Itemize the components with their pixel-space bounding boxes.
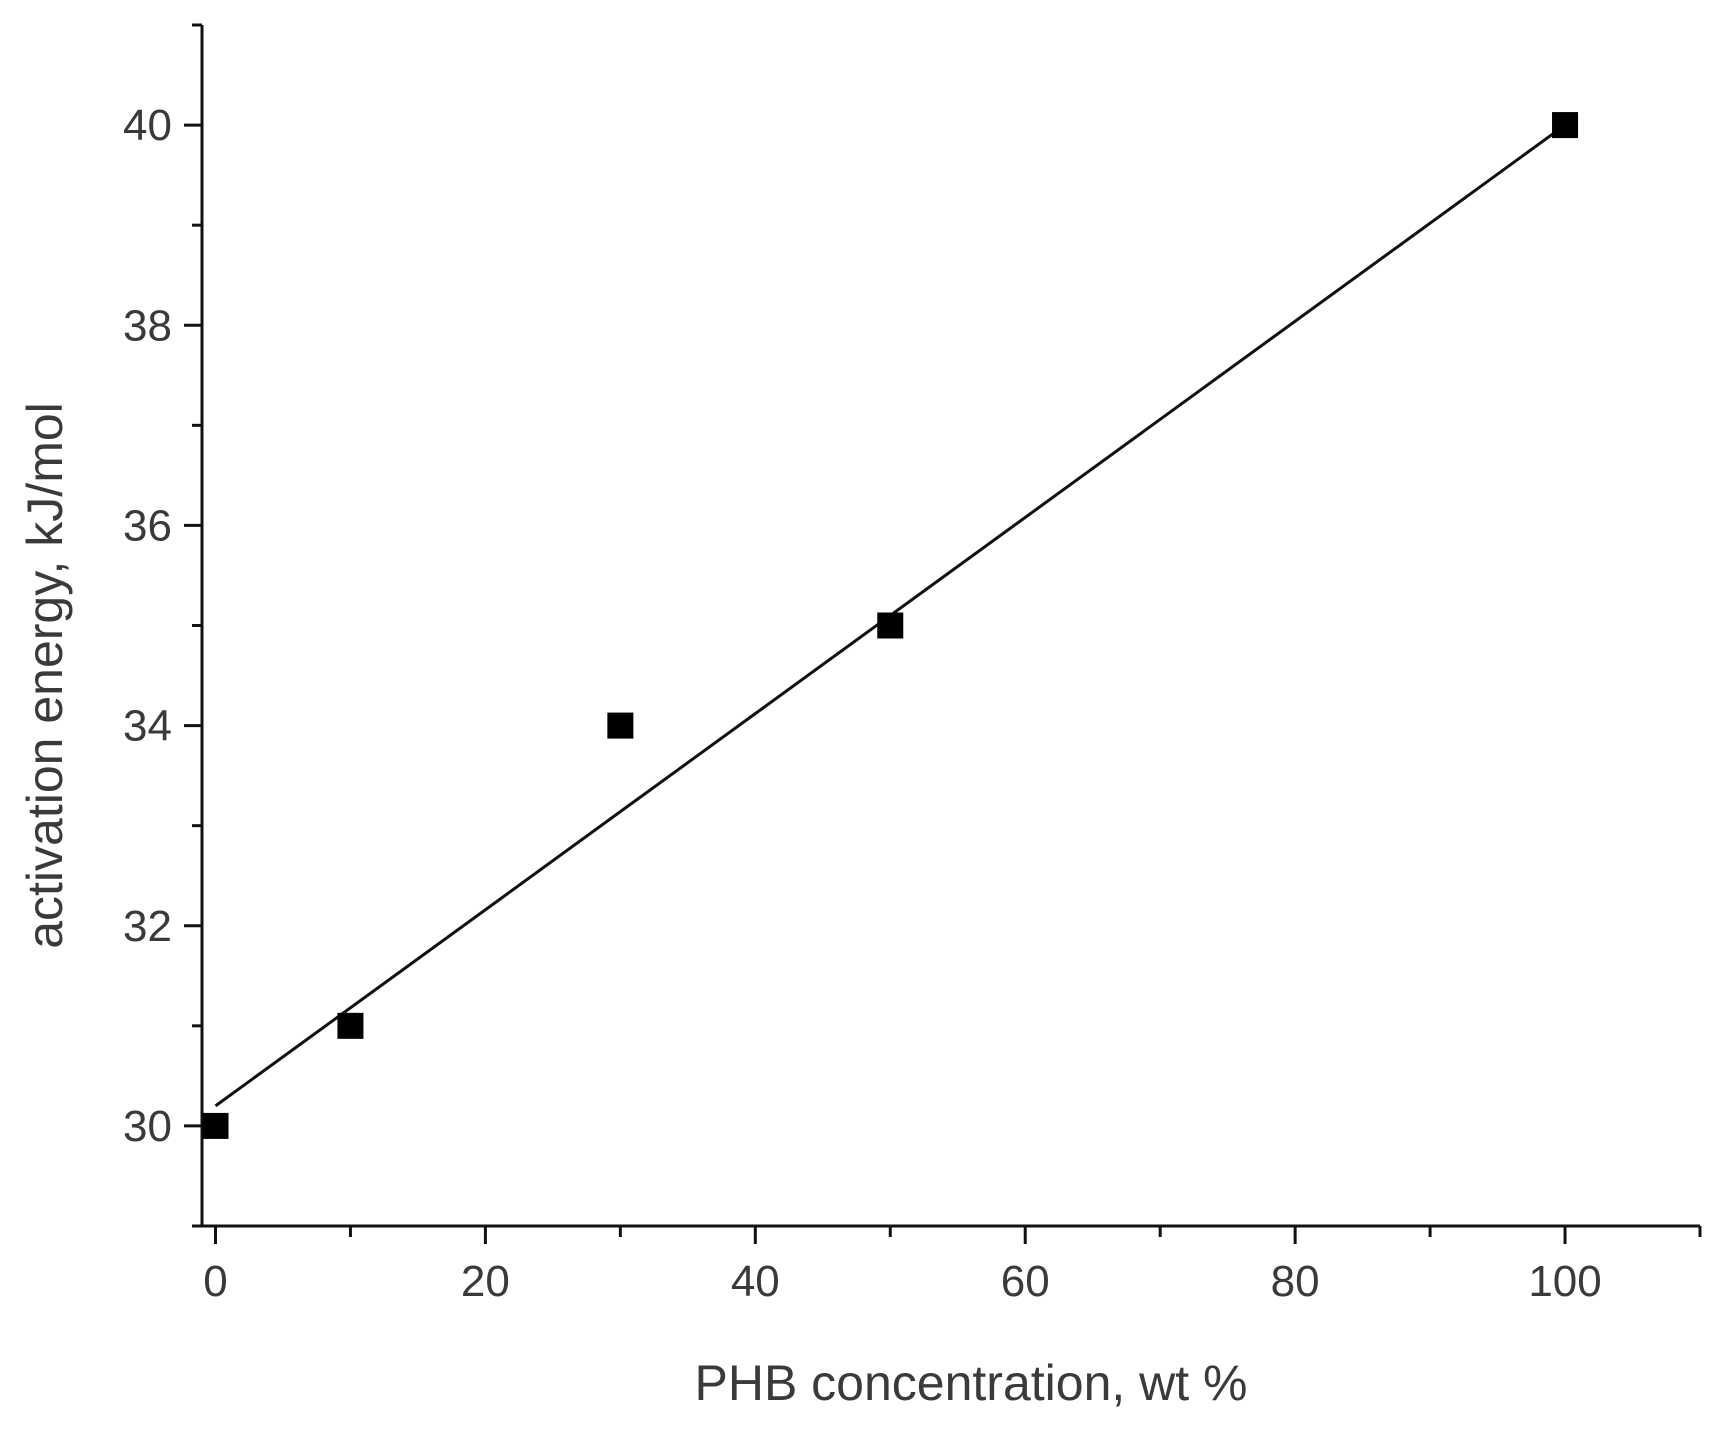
data-point-marker xyxy=(337,1012,364,1039)
data-points xyxy=(202,112,1579,1139)
x-tick-label: 0 xyxy=(203,1257,227,1306)
x-tick-label: 100 xyxy=(1528,1257,1601,1306)
y-axis-title: activation energy, kJ/mol xyxy=(17,402,73,949)
data-point-marker xyxy=(877,612,904,639)
x-tick-label: 80 xyxy=(1271,1257,1320,1306)
y-tick-label: 36 xyxy=(123,501,172,550)
y-ticks: 30 32 34 36 38 40 xyxy=(123,23,202,1228)
y-tick-label: 40 xyxy=(123,101,172,150)
data-point-marker xyxy=(202,1112,229,1139)
x-axis-title: PHB concentration, wt % xyxy=(694,1355,1247,1411)
y-tick-label: 32 xyxy=(123,902,172,951)
x-tick-label: 20 xyxy=(461,1257,510,1306)
x-ticks: 0 20 40 60 80 100 xyxy=(203,1226,1702,1306)
x-tick-label: 60 xyxy=(1001,1257,1050,1306)
data-point-marker xyxy=(607,712,634,739)
y-tick-label: 34 xyxy=(123,702,172,751)
data-point-marker xyxy=(1552,112,1579,139)
y-tick-label: 30 xyxy=(123,1102,172,1151)
x-tick-label: 40 xyxy=(731,1257,780,1306)
axes xyxy=(200,25,1700,1228)
y-tick-label: 38 xyxy=(123,301,172,350)
